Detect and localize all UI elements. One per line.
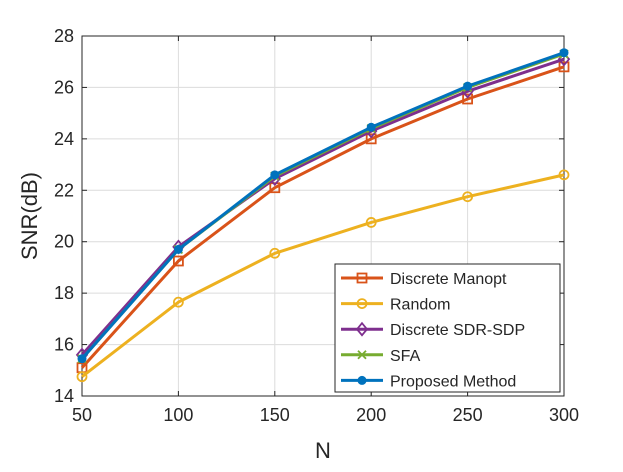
- x-tick-label: 250: [453, 405, 483, 425]
- x-axis-label: N: [315, 438, 331, 463]
- y-tick-label: 16: [54, 335, 74, 355]
- data-point: [270, 170, 280, 180]
- y-tick-label: 20: [54, 232, 74, 252]
- series-proposed-method: [77, 48, 569, 364]
- data-point: [462, 93, 474, 105]
- legend-label: SFA: [390, 348, 421, 365]
- x-tick-label: 50: [72, 405, 92, 425]
- legend-entry: Discrete Manopt: [341, 271, 507, 288]
- x-tick-label: 100: [163, 405, 193, 425]
- y-tick-label: 14: [54, 386, 74, 406]
- y-tick-label: 28: [54, 26, 74, 46]
- legend-entry: Random: [341, 297, 450, 314]
- data-point: [76, 371, 88, 383]
- axis-ticks: 50 100 150 200 250 300 14 16 18 20 22 24 26 28: [54, 26, 579, 425]
- y-tick-label: 26: [54, 77, 74, 97]
- x-tick-label: 300: [549, 405, 579, 425]
- legend-label: Random: [390, 297, 450, 314]
- data-point: [558, 61, 570, 73]
- series: [75, 48, 571, 383]
- data-point: [462, 191, 474, 203]
- legend-marker: [357, 350, 367, 360]
- data-point: [365, 217, 377, 228]
- data-point: [173, 244, 183, 254]
- x-tick-label: 200: [356, 405, 386, 425]
- series-line: [80, 51, 565, 360]
- series-line: [81, 173, 565, 378]
- x-tick-label: 150: [260, 405, 290, 425]
- data-point: [77, 354, 87, 364]
- y-axis-label: SNR(dB): [17, 172, 42, 260]
- legend-label: Discrete SDR-SDP: [390, 322, 525, 339]
- series-random: [76, 169, 570, 383]
- legend-label: Proposed Method: [390, 373, 516, 390]
- legend-entry: Proposed Method: [341, 373, 516, 390]
- data-point: [269, 247, 281, 259]
- y-tick-label: 18: [54, 283, 74, 303]
- data-point: [463, 81, 473, 91]
- plot-frame: [81, 35, 565, 397]
- data-point: [365, 133, 377, 145]
- series-discrete-manopt: [76, 61, 570, 374]
- series-line: [80, 57, 565, 356]
- legend-marker: [355, 321, 369, 337]
- data-point: [269, 182, 281, 194]
- y-tick-label: 22: [54, 180, 74, 200]
- legend-marker: [356, 298, 368, 310]
- data-point: [366, 122, 376, 132]
- data-point: [172, 296, 184, 308]
- legend-entry: Discrete SDR-SDP: [341, 321, 525, 339]
- y-tick-label: 24: [54, 129, 74, 149]
- legend-marker: [357, 375, 367, 385]
- data-point: [558, 169, 570, 181]
- legend-marker: [356, 272, 368, 284]
- data-point: [172, 255, 184, 267]
- legend-entry: SFA: [341, 348, 421, 365]
- legend-label: Discrete Manopt: [390, 271, 507, 288]
- series-line: [80, 65, 565, 369]
- data-point: [559, 48, 569, 58]
- legend: Discrete Manopt Random Discrete SDR-SDP SFA…: [334, 263, 561, 393]
